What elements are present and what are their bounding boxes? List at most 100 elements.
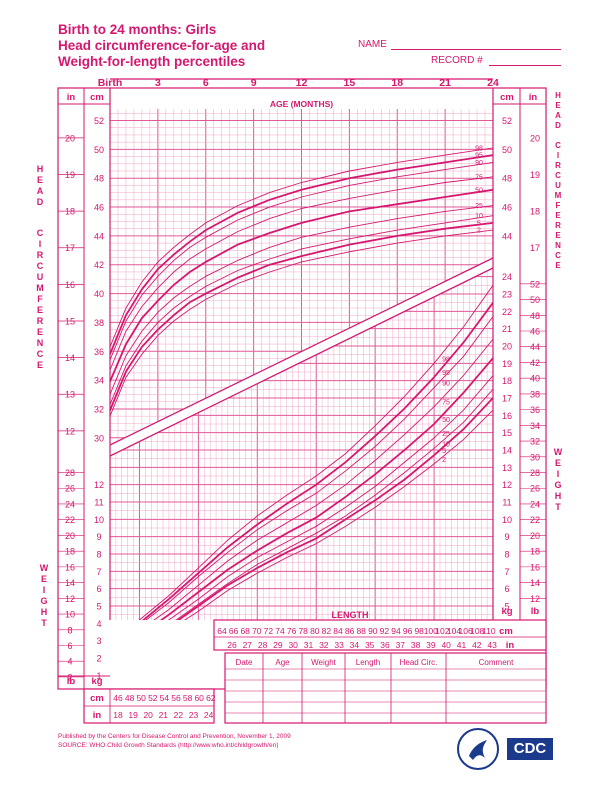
length-bottom-cm-tick-62: 62 (206, 693, 216, 703)
wl-lb-right-tick-38: 38 (530, 389, 540, 399)
wl-curve-label-p2: 2 (442, 457, 446, 464)
wl-kg-right-tick-5: 5 (504, 602, 509, 612)
hc-cm-tick-38: 38 (94, 318, 104, 328)
age-top-tick-15: 15 (344, 77, 356, 89)
record-table-header-1: Age (275, 658, 290, 667)
wl-right-vertical-label: E (555, 458, 561, 468)
wl-kg-right-tick-6: 6 (504, 584, 509, 594)
wl-lb-right-tick-46: 46 (530, 326, 540, 336)
hc-curve-label-p25: 25 (475, 203, 483, 210)
hc-right-vertical-label: U (555, 181, 561, 190)
wl-kg-right-tick-23: 23 (502, 290, 512, 300)
name-label: NAME (358, 39, 387, 50)
hc-left-vertical-label: H (37, 164, 44, 174)
length-top-in-tick-42: 42 (472, 640, 482, 650)
name-field[interactable] (391, 49, 561, 50)
hc-cm-tick-48: 48 (94, 174, 104, 184)
length-bottom-in-tick-19: 19 (128, 710, 138, 720)
hc-in-right-tick-19: 19 (530, 170, 540, 180)
wl-kg-right-tick-9: 9 (504, 532, 509, 542)
record-table-header-2: Weight (311, 658, 337, 667)
hc-curve-p50 (109, 188, 494, 382)
length-top-cm-tick-106: 106 (459, 626, 473, 636)
length-bottom-cm-tick-46: 46 (113, 693, 123, 703)
length-top-cm-tick-78: 78 (298, 626, 308, 636)
length-top-in-tick-33: 33 (334, 640, 344, 650)
hc-cm-tick-36: 36 (94, 347, 104, 357)
length-bottom-cm-tick-56: 56 (171, 693, 181, 703)
hc-left-vertical-label: E (37, 305, 43, 315)
length-bottom-cm-tick-58: 58 (183, 693, 193, 703)
wl-kg-right-tick-22: 22 (502, 307, 512, 317)
wl-kg-right-tick-20: 20 (502, 342, 512, 352)
wl-curve-p90 (110, 316, 493, 620)
length-top-in-tick-29: 29 (273, 640, 283, 650)
wl-right-vertical-label: W (554, 447, 563, 457)
hc-in-tick-12: 12 (65, 426, 75, 436)
hc-left-vertical-label: F (37, 294, 43, 304)
footer-source: SOURCE: WHO Child Growth Standards (http… (58, 742, 279, 749)
wl-curve-label-p10: 10 (442, 441, 450, 448)
wl-kg-left-tick-10: 10 (94, 515, 104, 525)
wl-left-vertical-label: I (43, 585, 46, 595)
hc-curve-p90 (109, 161, 494, 361)
hc-cm-tick-40: 40 (94, 289, 104, 299)
hc-curve-label-p10: 10 (475, 213, 483, 220)
wl-curve-p98 (110, 285, 493, 620)
wl-kg-right-tick-16: 16 (502, 411, 512, 421)
wl-kg-right-tick-8: 8 (504, 550, 509, 560)
wl-left-vertical-label: W (40, 563, 49, 573)
hc-in-right-tick-20: 20 (530, 133, 540, 143)
cdc-logo: CDC (507, 738, 553, 760)
hc-cm-right-tick-52: 52 (502, 116, 512, 126)
hc-right-vertical-label: C (555, 141, 561, 150)
record-table-header-0: Date (236, 658, 253, 667)
wl-right-unit-kg: kg (501, 606, 512, 617)
hc-x-axis-label: AGE (MONTHS) (270, 99, 333, 109)
hc-right-vertical-label: M (555, 191, 562, 200)
length-top-in-tick-39: 39 (426, 640, 436, 650)
wl-curve-p75 (110, 338, 493, 620)
length-bottom-in-tick-23: 23 (189, 710, 199, 720)
age-top-tick-18: 18 (391, 77, 403, 89)
wl-lb-right-tick-22: 22 (530, 515, 540, 525)
length-top-cm-tick-90: 90 (368, 626, 378, 636)
hc-cm-tick-30: 30 (94, 433, 104, 443)
length-top-cm-tick-84: 84 (333, 626, 343, 636)
length-bottom-unit-cm: cm (90, 693, 104, 704)
wl-lb-right-tick-24: 24 (530, 499, 540, 509)
length-top-in-tick-40: 40 (441, 640, 451, 650)
hc-curve-label-p98: 98 (475, 145, 483, 152)
length-top-in-tick-27: 27 (243, 640, 253, 650)
hc-left-unit-in: in (67, 92, 76, 103)
wl-lb-right-tick-36: 36 (530, 405, 540, 415)
hc-right-unit-cm: cm (500, 92, 514, 103)
hc-in-tick-14: 14 (65, 353, 75, 363)
wl-x-axis-label: LENGTH (332, 610, 369, 620)
hc-cm-tick-44: 44 (94, 231, 104, 241)
wl-curve-p50 (110, 357, 493, 620)
wl-lb-right-tick-12: 12 (530, 594, 540, 604)
hc-in-tick-15: 15 (65, 316, 75, 326)
wl-kg-right-tick-19: 19 (502, 359, 512, 369)
wl-kg-right-tick-12: 12 (502, 480, 512, 490)
hc-right-vertical-label: H (555, 91, 561, 100)
separator-line-upper (109, 257, 494, 446)
hc-curve-label-p75: 75 (475, 174, 483, 181)
wl-lb-left-tick-26: 26 (65, 484, 75, 494)
hc-right-vertical-label: R (555, 161, 561, 170)
wl-curve-p10 (110, 389, 493, 620)
hc-right-vertical-label: N (555, 241, 561, 250)
footer: Published by the Centers for Disease Con… (58, 732, 291, 750)
wl-kg-right-tick-18: 18 (502, 376, 512, 386)
length-top-in-tick-43: 43 (487, 640, 497, 650)
wl-curve-label-p50: 50 (442, 417, 450, 424)
hc-in-tick-16: 16 (65, 280, 75, 290)
wl-curve-p2 (110, 409, 493, 620)
length-top-in-tick-41: 41 (457, 640, 467, 650)
wl-curve-label-p98: 98 (442, 356, 450, 363)
record-field[interactable] (489, 65, 561, 66)
wl-kg-right-tick-15: 15 (502, 428, 512, 438)
length-bottom-cm-tick-54: 54 (160, 693, 170, 703)
